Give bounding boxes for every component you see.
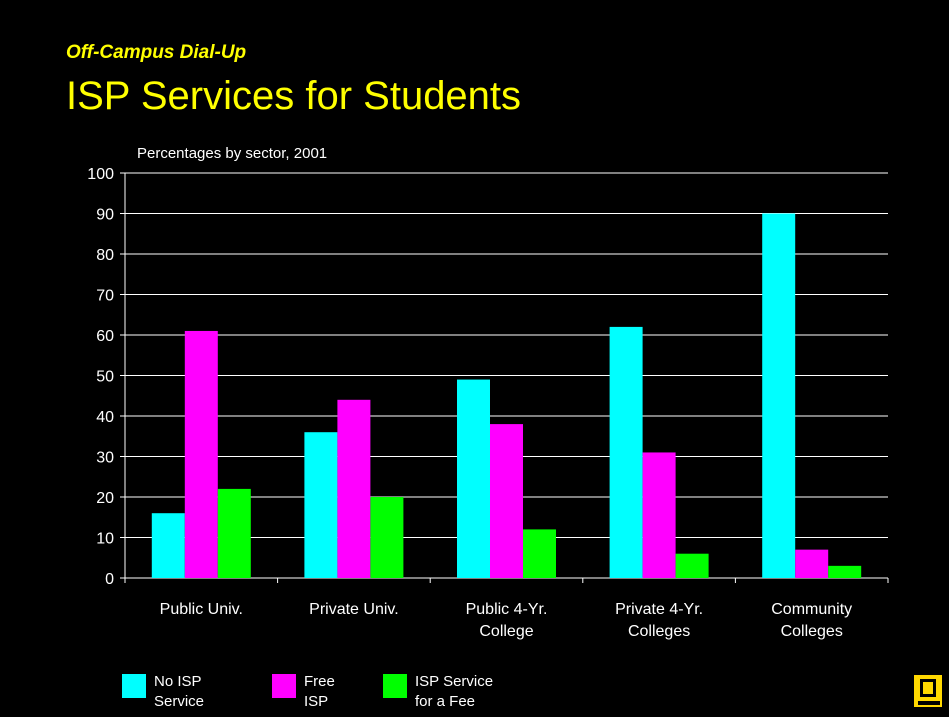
bar: [304, 432, 338, 578]
bar: [762, 213, 796, 578]
bar: [490, 424, 523, 578]
bar: [795, 549, 829, 578]
x-category-label: Public 4-Yr.: [466, 601, 548, 618]
slide-kicker: Off-Campus Dial-Up: [66, 42, 247, 63]
x-category-label: Private 4-Yr.: [615, 601, 703, 618]
y-tick-label: 100: [87, 166, 114, 183]
legend-label-no-isp: No ISP Service: [154, 673, 205, 710]
bar: [675, 553, 709, 578]
bar: [609, 326, 643, 578]
slide-title: ISP Services for Students: [66, 74, 522, 118]
bar: [370, 497, 404, 578]
bar: [523, 529, 556, 578]
x-category-label: Colleges: [781, 623, 843, 640]
bar: [184, 330, 218, 578]
x-category-label: Community: [771, 601, 852, 618]
legend-label-free-isp: Free ISP: [304, 673, 335, 710]
y-tick-label: 0: [105, 571, 114, 588]
y-tick-label: 10: [96, 531, 114, 548]
bar: [828, 565, 862, 578]
legend-swatch-no-isp: [122, 674, 146, 698]
bar: [457, 379, 490, 578]
bar: [337, 399, 371, 578]
y-tick-label: 70: [96, 288, 114, 305]
bar: [151, 513, 185, 578]
legend-swatch-free-isp: [272, 674, 296, 698]
computer-terminal-icon: [912, 673, 944, 709]
bar: [642, 452, 676, 578]
y-tick-label: 50: [96, 369, 114, 386]
y-tick-label: 40: [96, 409, 114, 426]
y-tick-label: 80: [96, 247, 114, 264]
x-category-label: Private Univ.: [309, 601, 399, 618]
x-category-label: Public Univ.: [160, 601, 243, 618]
x-category-label: Colleges: [628, 623, 690, 640]
y-tick-label: 60: [96, 328, 114, 345]
legend-swatch-isp-fee: [383, 674, 407, 698]
x-category-label: College: [479, 623, 533, 640]
bar: [217, 488, 251, 578]
y-tick-label: 30: [96, 450, 114, 467]
chart-subtitle: Percentages by sector, 2001: [137, 145, 328, 162]
y-tick-label: 90: [96, 207, 114, 224]
legend-label-isp-fee: ISP Service for a Fee: [415, 673, 494, 710]
y-tick-label: 20: [96, 490, 114, 507]
